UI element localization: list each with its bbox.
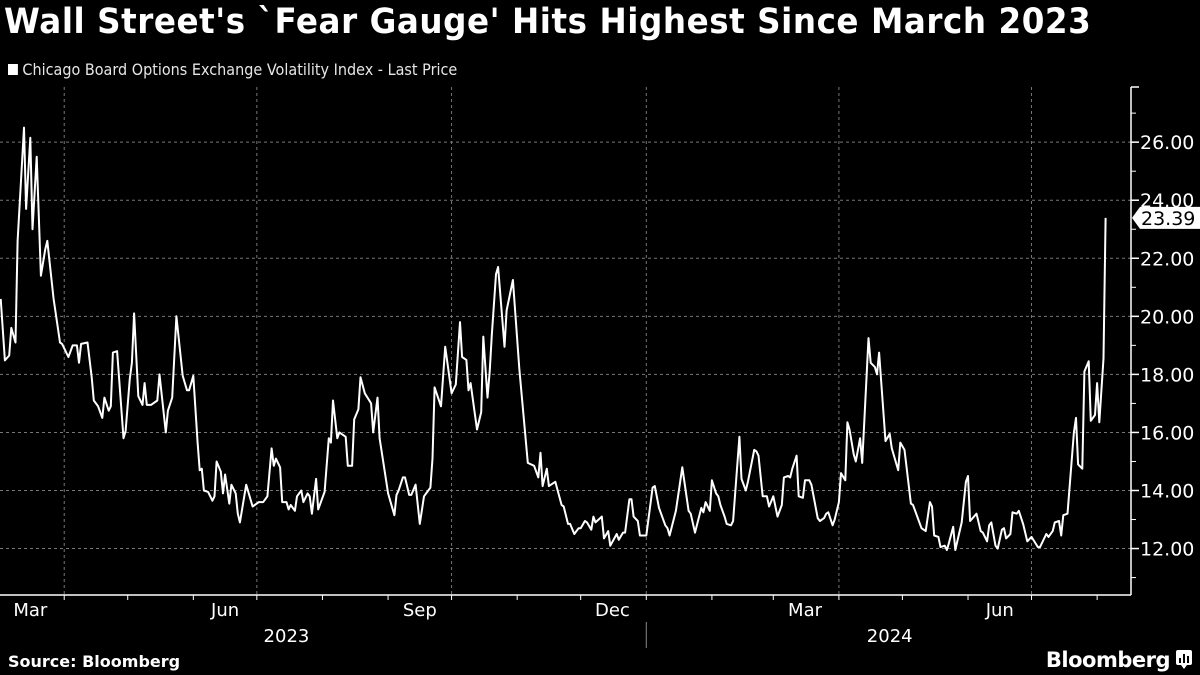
chart-title: Wall Street's `Fear Gauge' Hits Highest … (4, 2, 1092, 42)
legend-swatch (8, 64, 18, 75)
y-tick-label: 26.00 (1140, 132, 1194, 154)
last-price-label: 23.39 (1141, 208, 1195, 230)
y-tick-label: 14.00 (1140, 480, 1194, 502)
legend: Chicago Board Options Exchange Volatilit… (8, 60, 457, 79)
y-tick-label: 22.00 (1140, 248, 1194, 270)
bloomberg-logo: Bloomberg (1045, 648, 1171, 672)
gridlines (0, 87, 1131, 595)
y-tick-label: 12.00 (1140, 539, 1194, 561)
series-layer (0, 126, 1107, 551)
axes (0, 86, 1139, 648)
year-label: 2023 (264, 626, 310, 647)
y-tick-label: 16.00 (1140, 422, 1194, 444)
x-tick-label: Mar (13, 600, 48, 621)
x-tick-label: Sep (403, 600, 437, 621)
series-line (0, 126, 1107, 551)
x-tick-label: Jun (210, 600, 239, 621)
x-tick-label: Dec (595, 600, 630, 621)
bloomberg-chart-icon (1176, 650, 1192, 669)
last-price-tag (1132, 206, 1200, 229)
axis-labels: 12.00 14.00 16.00 18.00 20.00 22.00 24.00 26.00… (13, 132, 1200, 647)
source-note: Source: Bloomberg (8, 652, 181, 671)
y-tick-label: 20.00 (1140, 306, 1194, 328)
y-tick-label: 24.00 (1140, 190, 1194, 212)
legend-label: Chicago Board Options Exchange Volatilit… (22, 60, 458, 79)
year-label: 2024 (867, 626, 913, 647)
y-tick-label: 18.00 (1140, 364, 1194, 386)
x-tick-label: Jun (985, 600, 1014, 621)
x-tick-label: Mar (788, 600, 823, 621)
